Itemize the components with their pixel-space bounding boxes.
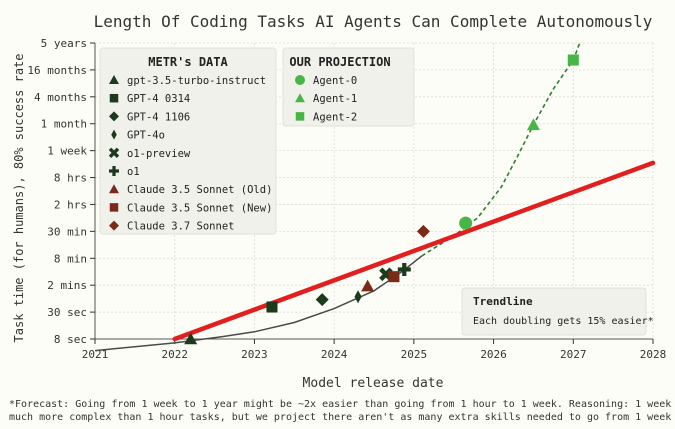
point-gpt-4-1106	[315, 293, 329, 307]
legend-metr-box	[99, 47, 277, 235]
point-gpt-3-5-turbo-instruct	[184, 332, 198, 345]
legend-label-gpt-3-5-turbo-instruct: gpt-3.5-turbo-instruct	[127, 75, 266, 87]
y-tick-label: 30 min	[47, 225, 87, 238]
legend-marker-o1	[109, 166, 119, 176]
point-gpt-4o	[354, 290, 362, 304]
legend-label-claude-3-5-sonnet-old: Claude 3.5 Sonnet (Old)	[127, 184, 272, 196]
x-tick-label: 2028	[640, 348, 667, 361]
legend-metr: METR's DATA gpt-3.5-turbo-instruct GPT-4 …	[99, 47, 277, 235]
legend-projection-box	[282, 47, 415, 127]
footnote-line-1: *Forecast: Going from 1 week to 1 year m…	[9, 399, 675, 410]
legend-metr-title: METR's DATA	[148, 55, 228, 69]
legend-marker-gpt-4o	[111, 129, 117, 140]
y-axis-label: Task time (for humans), 80% success rate	[12, 54, 26, 343]
legend-label-agent-0: Agent-0	[313, 75, 357, 87]
data-markers	[184, 54, 579, 345]
legend-marker-gpt-3-5-turbo-instruct	[109, 75, 119, 84]
legend-marker-claude-3-7-sonnet	[109, 220, 119, 231]
legend-marker-gpt-4-0314	[109, 93, 119, 103]
x-tick-label: 2026	[480, 348, 507, 361]
y-tick-label: 2 hrs	[54, 198, 87, 211]
y-axis-ticks: 8 sec 30 sec 2 mins 8 min 30 min 2 hrs 8 hrs 1 …	[27, 37, 95, 346]
y-tick-label: 16 months	[27, 64, 87, 77]
point-agent-0	[459, 216, 473, 230]
chart-title: Length Of Coding Tasks AI Agents Can Com…	[94, 12, 653, 31]
y-tick-label: 4 months	[34, 91, 87, 104]
y-tick-label: 1 month	[41, 118, 87, 131]
x-tick-label: 2027	[560, 348, 587, 361]
legend-projection-title: OUR PROJECTION	[289, 55, 390, 69]
legend-label-claude-3-7-sonnet: Claude 3.7 Sonnet	[127, 221, 234, 233]
y-tick-label: 8 min	[54, 252, 87, 265]
legend-label-claude-3-5-sonnet-new: Claude 3.5 Sonnet (New)	[127, 202, 272, 214]
y-tick-label: 30 sec	[47, 306, 87, 319]
x-tick-label: 2022	[161, 348, 188, 361]
legend-marker-gpt-4-1106	[109, 111, 119, 122]
y-tick-label: 2 mins	[47, 279, 87, 292]
y-tick-label: 8 sec	[54, 333, 87, 346]
point-gpt-4-0314	[266, 301, 278, 313]
x-axis-ticks: 2021 2022 2023 2024 2025 2026 2027 2028	[82, 339, 667, 361]
x-axis-label: Model release date	[303, 376, 444, 391]
legend-marker-agent-1	[295, 93, 305, 103]
legend-label-gpt-4-1106: GPT-4 1106	[127, 111, 190, 123]
point-agent-1	[526, 118, 540, 131]
trendline-annotation-title: Trendline	[473, 295, 533, 308]
legend-projection: OUR PROJECTION Agent-0 Agent-1 Agent-2	[282, 47, 415, 127]
trendline-annotation-box	[461, 287, 647, 336]
legend-marker-agent-2	[295, 112, 305, 121]
legend-marker-claude-3-5-sonnet-old	[109, 184, 119, 194]
legend-marker-claude-3-5-sonnet-new	[109, 203, 119, 212]
y-tick-label: 5 years	[41, 37, 87, 50]
x-tick-label: 2023	[241, 348, 268, 361]
point-claude-3-5-sonnet-old	[361, 279, 375, 292]
legend-label-agent-2: Agent-2	[313, 111, 357, 123]
trendline-annotation-text: Each doubling gets 15% easier*	[473, 316, 654, 327]
trend-line	[172, 160, 656, 342]
legend-metr-items: gpt-3.5-turbo-instruct GPT-4 0314 GPT-4 11…	[108, 75, 272, 233]
x-tick-label: 2021	[82, 348, 109, 361]
y-tick-label: 1 week	[47, 145, 87, 158]
legend-label-gpt-4-0314: GPT-4 0314	[127, 93, 190, 105]
legend-projection-items: Agent-0 Agent-1 Agent-2	[295, 75, 357, 123]
trendline-annotation: Trendline Each doubling gets 15% easier*	[461, 287, 654, 336]
point-claude-3-5-sonnet-new	[388, 271, 400, 283]
legend-marker-agent-0	[295, 75, 305, 85]
x-tick-label: 2025	[401, 348, 428, 361]
legend-label-gpt-4o: GPT-4o	[127, 130, 165, 142]
y-tick-label: 8 hrs	[54, 172, 87, 185]
footnote-line-2: much more complex than 1 hour tasks, but…	[9, 412, 675, 423]
point-claude-3-7-sonnet	[416, 224, 430, 238]
legend-label-o1-preview: o1-preview	[127, 148, 191, 160]
legend-label-o1: o1	[127, 166, 140, 178]
point-agent-2	[567, 54, 579, 66]
legend-marker-o1-preview	[108, 147, 120, 159]
projection-curve	[421, 42, 581, 257]
point-o1	[397, 262, 411, 276]
legend-label-agent-1: Agent-1	[313, 93, 357, 105]
x-tick-label: 2024	[321, 348, 348, 361]
